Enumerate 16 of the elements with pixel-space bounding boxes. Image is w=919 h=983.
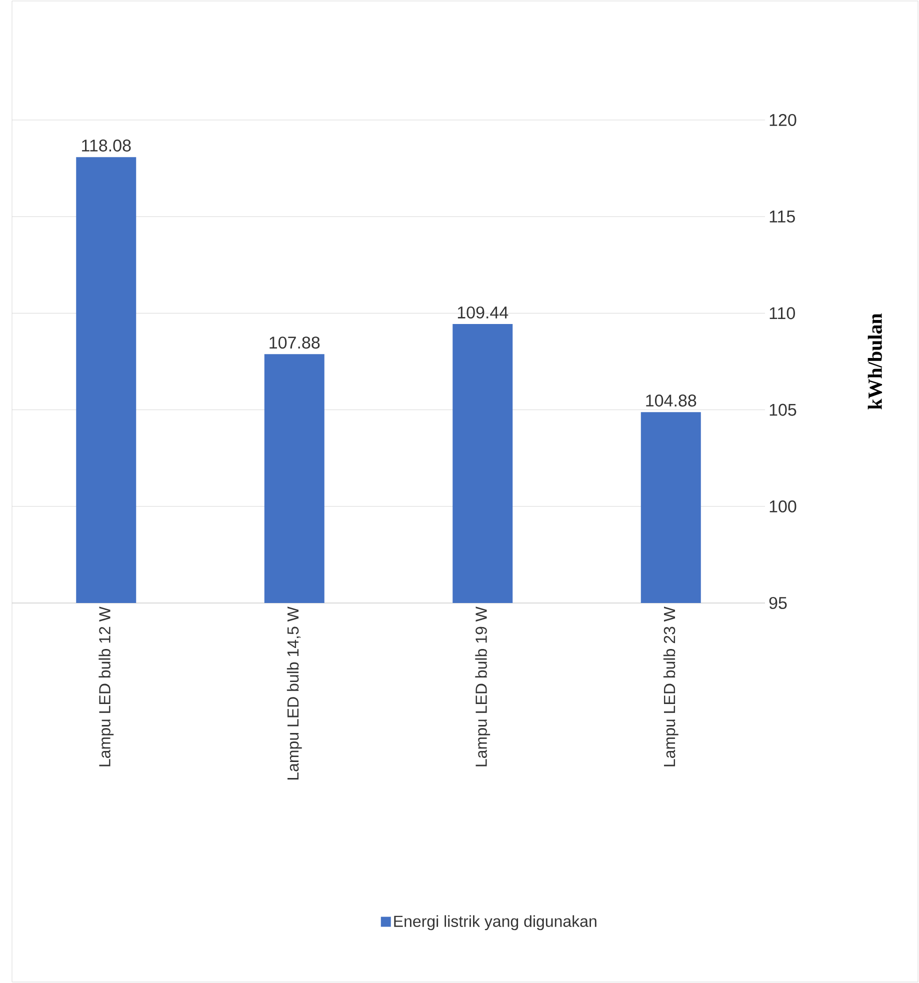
data-label: 118.08 — [82, 140, 131, 152]
x-tick-label: Lampu LED bulb 14,5 W — [286, 606, 302, 780]
y-tick-label: 100 — [770, 500, 796, 512]
data-label: 109.44 — [458, 306, 508, 318]
legend-label: Energi listrik yang digunakan — [394, 915, 596, 930]
x-tick-label: Lampu LED bulb 23 W — [663, 606, 678, 766]
data-label: 107.88 — [270, 336, 320, 349]
y-tick-label: 95 — [769, 596, 787, 610]
y-axis-title: kWh/bulan — [868, 313, 882, 410]
y-tick-label: 120 — [770, 114, 796, 126]
x-tick-label: Lampu LED bulb 19 W — [475, 606, 490, 766]
y-tick-label: 115 — [770, 210, 795, 223]
x-tick-label: Lampu LED bulb 12 W — [98, 606, 114, 766]
data-label: 104.88 — [646, 394, 696, 407]
y-tick-label: 105 — [770, 404, 796, 416]
y-tick-label: 110 — [770, 307, 795, 320]
